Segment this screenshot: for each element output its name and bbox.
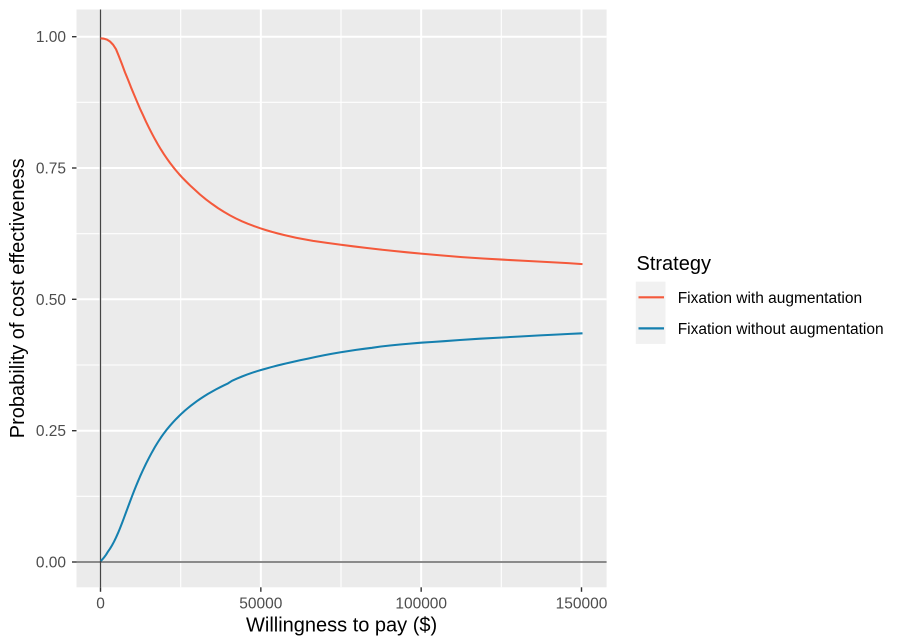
- svg-text:0.75: 0.75: [36, 161, 66, 178]
- svg-text:Fixation with augmentation: Fixation with augmentation: [678, 290, 862, 307]
- svg-text:0.50: 0.50: [36, 292, 67, 309]
- svg-text:Willingness to pay ($): Willingness to pay ($): [246, 615, 437, 637]
- svg-text:0.00: 0.00: [36, 555, 67, 572]
- svg-text:Strategy: Strategy: [637, 253, 711, 275]
- svg-text:0.25: 0.25: [36, 423, 66, 440]
- svg-text:Probability of cost effectiven: Probability of cost effectiveness: [7, 158, 29, 438]
- svg-text:0: 0: [96, 596, 105, 613]
- svg-text:Fixation without augmentation: Fixation without augmentation: [678, 321, 884, 338]
- svg-text:100000: 100000: [395, 596, 447, 613]
- svg-text:150000: 150000: [556, 596, 608, 613]
- svg-text:50000: 50000: [239, 596, 282, 613]
- svg-text:1.00: 1.00: [36, 29, 67, 46]
